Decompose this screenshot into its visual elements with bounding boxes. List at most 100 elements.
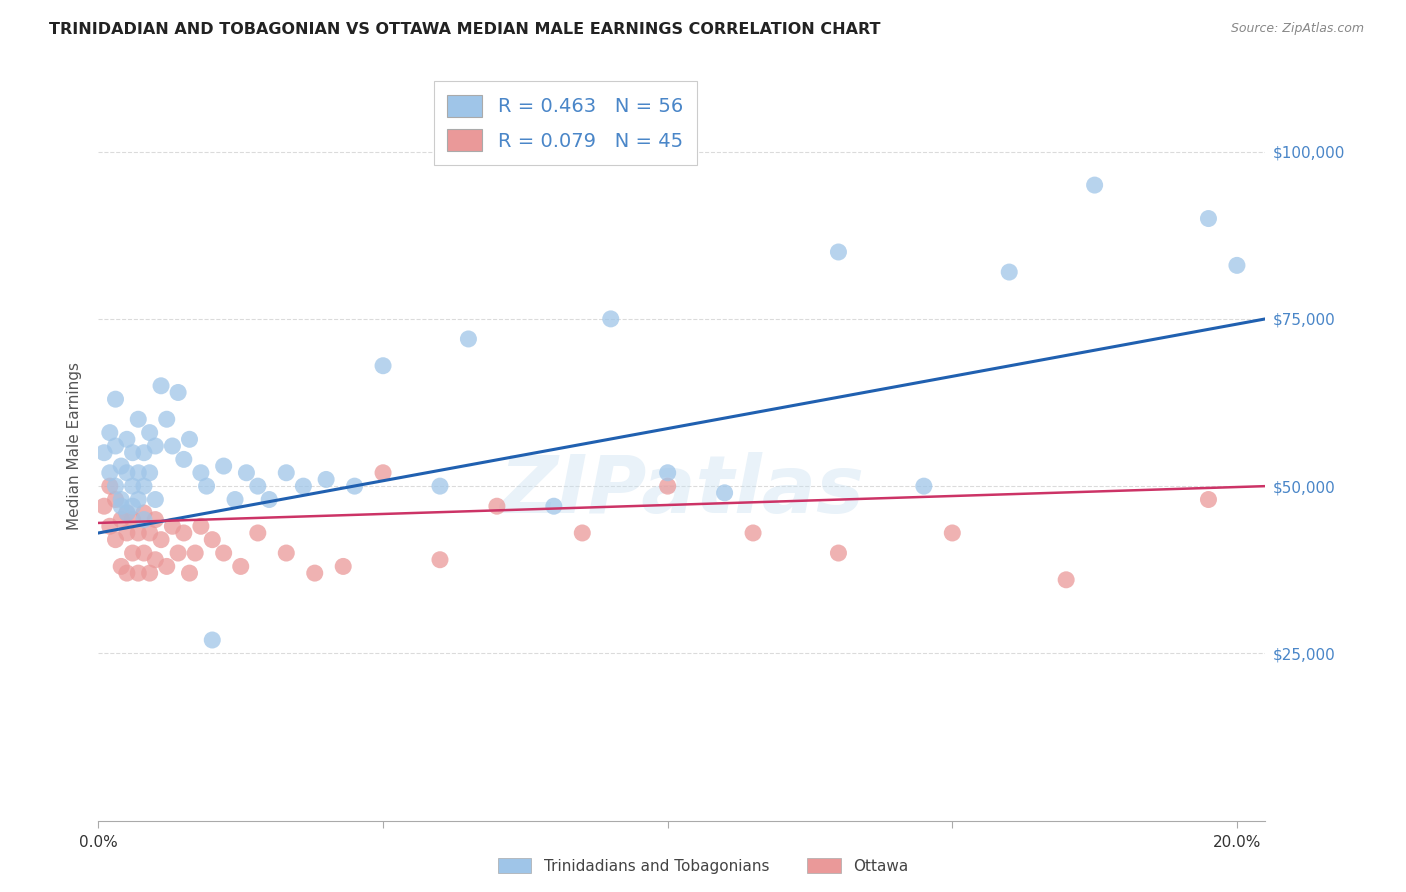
Point xyxy=(115,466,138,480)
Point xyxy=(104,533,127,547)
Point xyxy=(371,359,394,373)
Point xyxy=(143,552,166,567)
Point xyxy=(156,412,179,426)
Point xyxy=(457,332,479,346)
Point xyxy=(121,446,143,460)
Point xyxy=(127,412,149,426)
Point xyxy=(115,506,138,520)
Point xyxy=(543,500,565,514)
Point xyxy=(138,466,160,480)
Point xyxy=(429,479,451,493)
Point xyxy=(184,546,207,560)
Point xyxy=(315,473,337,487)
Text: ZIPatlas: ZIPatlas xyxy=(499,452,865,530)
Text: TRINIDADIAN AND TOBAGONIAN VS OTTAWA MEDIAN MALE EARNINGS CORRELATION CHART: TRINIDADIAN AND TOBAGONIAN VS OTTAWA MED… xyxy=(49,22,880,37)
Point xyxy=(998,265,1021,279)
Point xyxy=(110,559,132,574)
Point xyxy=(212,546,235,560)
Point xyxy=(212,458,235,473)
Point xyxy=(276,466,298,480)
Point xyxy=(132,512,155,526)
Point xyxy=(485,500,508,514)
Point xyxy=(98,479,121,493)
Point xyxy=(115,506,138,520)
Point xyxy=(138,526,160,541)
Point xyxy=(179,433,201,447)
Point xyxy=(132,506,155,520)
Point xyxy=(121,479,143,493)
Point xyxy=(121,500,143,514)
Point xyxy=(827,244,849,259)
Point xyxy=(143,512,166,526)
Point xyxy=(110,492,132,507)
Point xyxy=(138,566,160,581)
Point xyxy=(127,466,149,480)
Legend: R = 0.463   N = 56, R = 0.079   N = 45: R = 0.463 N = 56, R = 0.079 N = 45 xyxy=(433,81,697,165)
Point xyxy=(941,526,963,541)
Point xyxy=(110,458,132,473)
Point xyxy=(115,566,138,581)
Y-axis label: Median Male Earnings: Median Male Earnings xyxy=(67,362,83,530)
Point xyxy=(599,312,621,326)
Point xyxy=(1054,573,1077,587)
Point xyxy=(98,466,121,480)
Point xyxy=(127,492,149,507)
Text: Source: ZipAtlas.com: Source: ZipAtlas.com xyxy=(1230,22,1364,36)
Point xyxy=(162,439,184,453)
Point xyxy=(229,559,252,574)
Point xyxy=(827,546,849,560)
Point xyxy=(115,526,138,541)
Point xyxy=(150,533,173,547)
Point xyxy=(657,466,679,480)
Point xyxy=(138,425,160,440)
Point xyxy=(201,633,224,648)
Point xyxy=(167,385,190,400)
Point xyxy=(162,519,184,533)
Point xyxy=(1198,492,1220,507)
Point xyxy=(429,552,451,567)
Point xyxy=(121,512,143,526)
Point xyxy=(332,559,354,574)
Point xyxy=(110,500,132,514)
Point xyxy=(304,566,326,581)
Point xyxy=(132,479,155,493)
Point xyxy=(292,479,315,493)
Point xyxy=(1198,211,1220,226)
Point xyxy=(1084,178,1107,192)
Point xyxy=(173,526,195,541)
Point xyxy=(110,512,132,526)
Point xyxy=(132,446,155,460)
Point xyxy=(257,492,280,507)
Point xyxy=(912,479,935,493)
Point xyxy=(571,526,593,541)
Point xyxy=(143,492,166,507)
Point xyxy=(143,439,166,453)
Point xyxy=(167,546,190,560)
Point xyxy=(276,546,298,560)
Point xyxy=(104,392,127,407)
Point xyxy=(235,466,257,480)
Legend: Trinidadians and Tobagonians, Ottawa: Trinidadians and Tobagonians, Ottawa xyxy=(492,852,914,880)
Point xyxy=(150,378,173,392)
Point xyxy=(156,559,179,574)
Point xyxy=(742,526,765,541)
Point xyxy=(93,500,115,514)
Point xyxy=(224,492,246,507)
Point xyxy=(657,479,679,493)
Point xyxy=(98,519,121,533)
Point xyxy=(201,533,224,547)
Point xyxy=(246,479,269,493)
Point xyxy=(190,519,212,533)
Point xyxy=(104,492,127,507)
Point xyxy=(343,479,366,493)
Point xyxy=(98,425,121,440)
Point xyxy=(127,566,149,581)
Point xyxy=(190,466,212,480)
Point xyxy=(371,466,394,480)
Point xyxy=(246,526,269,541)
Point xyxy=(127,526,149,541)
Point xyxy=(104,439,127,453)
Point xyxy=(93,446,115,460)
Point xyxy=(115,433,138,447)
Point xyxy=(195,479,218,493)
